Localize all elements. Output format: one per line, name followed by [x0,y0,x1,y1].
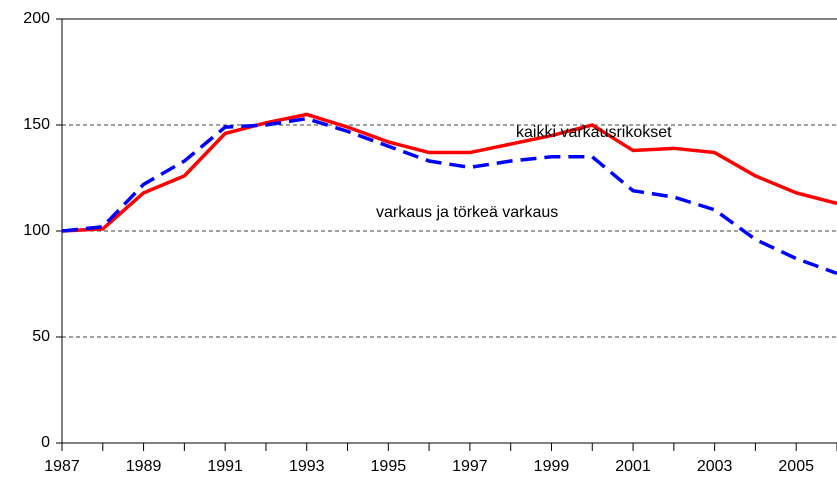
x-tick-label: 1987 [44,458,80,475]
x-tick-label: 1997 [452,458,488,475]
x-tick-label: 1993 [289,458,325,475]
x-tick-label: 1991 [207,458,243,475]
x-tick-label: 1995 [371,458,407,475]
series-label: kaikki varkausrikokset [516,124,672,141]
y-tick-label: 50 [32,328,50,345]
y-tick-label: 150 [23,116,50,133]
x-tick-label: 1989 [126,458,162,475]
x-tick-label: 2001 [615,458,651,475]
line [62,112,837,233]
y-tick-label: 0 [41,434,50,451]
x-tick-label: 2005 [778,458,814,475]
x-tick-label: 2003 [697,458,733,475]
series-label: varkaus ja törkeä varkaus [376,204,558,221]
y-tick-label: 200 [23,10,50,27]
line [62,116,837,276]
y-tick-label: 100 [23,222,50,239]
x-tick-label: 1999 [534,458,570,475]
